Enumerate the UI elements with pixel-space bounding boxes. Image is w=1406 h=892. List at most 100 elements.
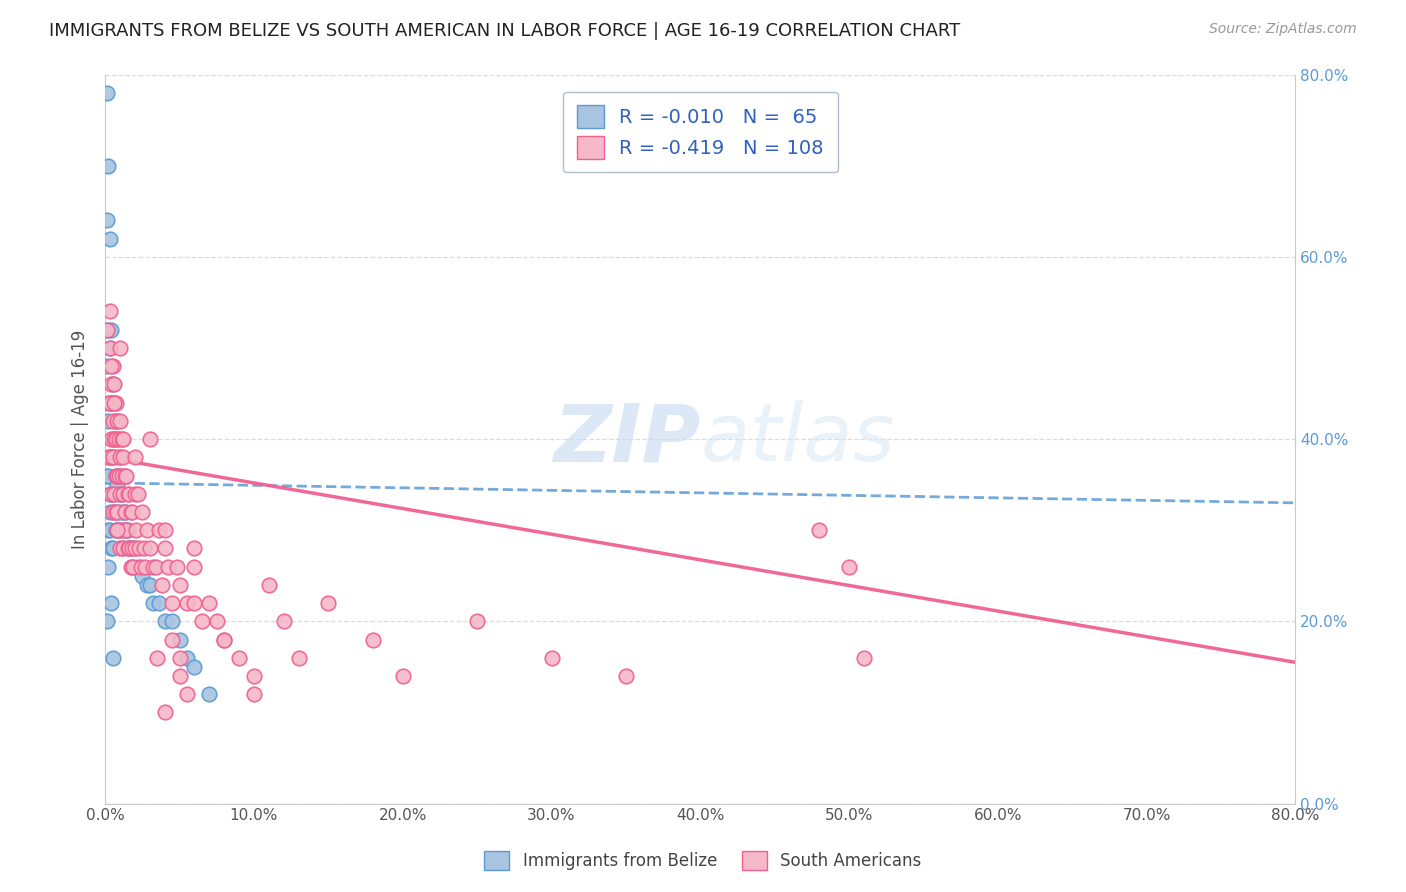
Point — [100, 395, 122, 409]
Point — [98, 523, 121, 537]
Point — [112, 541, 135, 556]
Point — [101, 432, 124, 446]
Point — [112, 505, 135, 519]
Point — [183, 541, 205, 556]
Point — [101, 505, 124, 519]
Point — [103, 505, 125, 519]
Point — [101, 377, 124, 392]
Point — [97, 395, 120, 409]
Point — [243, 669, 266, 683]
Point — [97, 159, 120, 173]
Point — [117, 541, 139, 556]
Point — [118, 541, 141, 556]
Point — [108, 468, 131, 483]
Point — [176, 687, 198, 701]
Point — [114, 505, 136, 519]
Point — [153, 541, 176, 556]
Point — [131, 505, 153, 519]
Point — [121, 559, 143, 574]
Point — [100, 432, 122, 446]
Point — [100, 596, 122, 610]
Point — [100, 377, 122, 392]
Point — [103, 395, 125, 409]
Point — [212, 632, 235, 647]
Point — [108, 450, 131, 465]
Point — [142, 559, 165, 574]
Point — [105, 523, 128, 537]
Point — [148, 523, 170, 537]
Point — [108, 487, 131, 501]
Point — [101, 414, 124, 428]
Point — [112, 432, 135, 446]
Point — [121, 505, 143, 519]
Point — [153, 615, 176, 629]
Point — [118, 541, 141, 556]
Point — [287, 650, 309, 665]
Point — [105, 414, 128, 428]
Point — [101, 650, 124, 665]
Point — [117, 487, 139, 501]
Point — [104, 395, 127, 409]
Point — [104, 505, 127, 519]
Point — [150, 578, 173, 592]
Point — [148, 596, 170, 610]
Point — [129, 559, 152, 574]
Point — [108, 414, 131, 428]
Point — [101, 487, 124, 501]
Point — [98, 450, 121, 465]
Y-axis label: In Labor Force | Age 16-19: In Labor Force | Age 16-19 — [72, 329, 89, 549]
Point — [96, 213, 118, 227]
Point — [198, 687, 221, 701]
Point — [108, 341, 131, 355]
Point — [96, 359, 118, 373]
Point — [135, 578, 157, 592]
Point — [153, 706, 176, 720]
Point — [104, 468, 127, 483]
Point — [838, 559, 860, 574]
Point — [105, 523, 128, 537]
Point — [107, 468, 129, 483]
Point — [808, 523, 831, 537]
Point — [169, 578, 191, 592]
Point — [107, 523, 129, 537]
Point — [107, 450, 129, 465]
Point — [127, 487, 149, 501]
Point — [105, 468, 128, 483]
Point — [391, 669, 413, 683]
Point — [614, 669, 637, 683]
Point — [98, 395, 121, 409]
Point — [104, 468, 127, 483]
Point — [128, 541, 150, 556]
Text: IMMIGRANTS FROM BELIZE VS SOUTH AMERICAN IN LABOR FORCE | AGE 16-19 CORRELATION : IMMIGRANTS FROM BELIZE VS SOUTH AMERICAN… — [49, 22, 960, 40]
Point — [132, 541, 155, 556]
Point — [110, 523, 132, 537]
Point — [101, 541, 124, 556]
Point — [98, 304, 121, 318]
Point — [98, 231, 121, 245]
Point — [104, 414, 127, 428]
Point — [97, 523, 120, 537]
Point — [96, 615, 118, 629]
Point — [96, 86, 118, 100]
Point — [110, 468, 132, 483]
Point — [183, 660, 205, 674]
Point — [115, 523, 138, 537]
Point — [160, 596, 183, 610]
Point — [97, 414, 120, 428]
Point — [205, 615, 228, 629]
Point — [112, 541, 135, 556]
Point — [134, 559, 156, 574]
Point — [108, 505, 131, 519]
Point — [135, 523, 157, 537]
Point — [105, 432, 128, 446]
Point — [98, 487, 121, 501]
Point — [120, 559, 142, 574]
Point — [139, 578, 162, 592]
Point — [212, 632, 235, 647]
Point — [853, 650, 876, 665]
Point — [97, 559, 120, 574]
Point — [139, 432, 162, 446]
Point — [146, 650, 169, 665]
Point — [103, 487, 125, 501]
Point — [100, 359, 122, 373]
